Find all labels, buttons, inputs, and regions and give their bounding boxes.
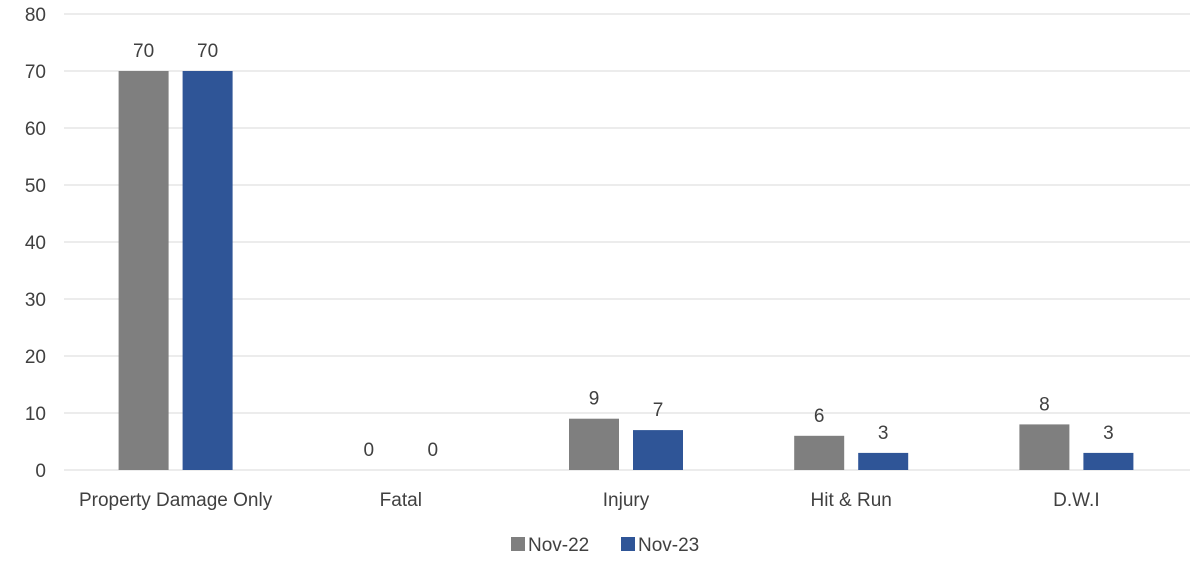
- y-tick-label: 70: [25, 62, 46, 83]
- data-label: 3: [878, 423, 889, 444]
- data-label: 7: [653, 400, 664, 421]
- data-label: 3: [1103, 423, 1114, 444]
- data-label: 70: [197, 41, 218, 62]
- x-category-label: Property Damage Only: [79, 490, 273, 511]
- data-labels: 70 70 0 0 9 7 6 3 8 3: [133, 41, 1114, 461]
- legend-swatch: [511, 537, 525, 551]
- x-category-label: D.W.I: [1053, 490, 1099, 511]
- bar-nov-23: [182, 71, 233, 470]
- y-tick-label: 50: [25, 176, 46, 197]
- bar-nov-23: [633, 430, 683, 470]
- data-label: 6: [814, 406, 825, 427]
- data-label: 0: [428, 440, 439, 461]
- x-category-label: Fatal: [380, 490, 422, 511]
- y-tick-label: 10: [25, 404, 46, 425]
- y-tick-label: 0: [35, 461, 46, 482]
- bars: [118, 71, 1134, 470]
- data-label: 0: [364, 440, 375, 461]
- y-tick-label: 40: [25, 233, 46, 254]
- data-label: 70: [133, 41, 154, 62]
- x-axis-categories: Property Damage Only Fatal Injury Hit & Run…: [79, 490, 1100, 511]
- gridlines: [64, 13, 1190, 471]
- legend-label: Nov-23: [638, 535, 699, 556]
- bar-nov-22: [794, 435, 845, 470]
- x-category-label: Injury: [603, 490, 650, 511]
- y-tick-label: 60: [25, 119, 46, 140]
- bar-nov-22: [118, 71, 169, 470]
- y-tick-label: 30: [25, 290, 46, 311]
- y-tick-label: 80: [25, 5, 46, 26]
- legend: Nov-22 Nov-23: [511, 535, 699, 556]
- y-tick-label: 20: [25, 347, 46, 368]
- bar-nov-22: [569, 418, 619, 470]
- bar-nov-23: [1083, 452, 1134, 470]
- x-category-label: Hit & Run: [811, 490, 892, 511]
- bar-nov-23: [858, 452, 909, 470]
- data-label: 8: [1039, 394, 1050, 415]
- y-axis-ticks: 0 10 20 30 40 50 60 70 80: [25, 5, 46, 482]
- legend-label: Nov-22: [528, 535, 589, 556]
- bar-nov-22: [1019, 424, 1070, 470]
- data-label: 9: [589, 389, 600, 410]
- legend-swatch: [621, 537, 635, 551]
